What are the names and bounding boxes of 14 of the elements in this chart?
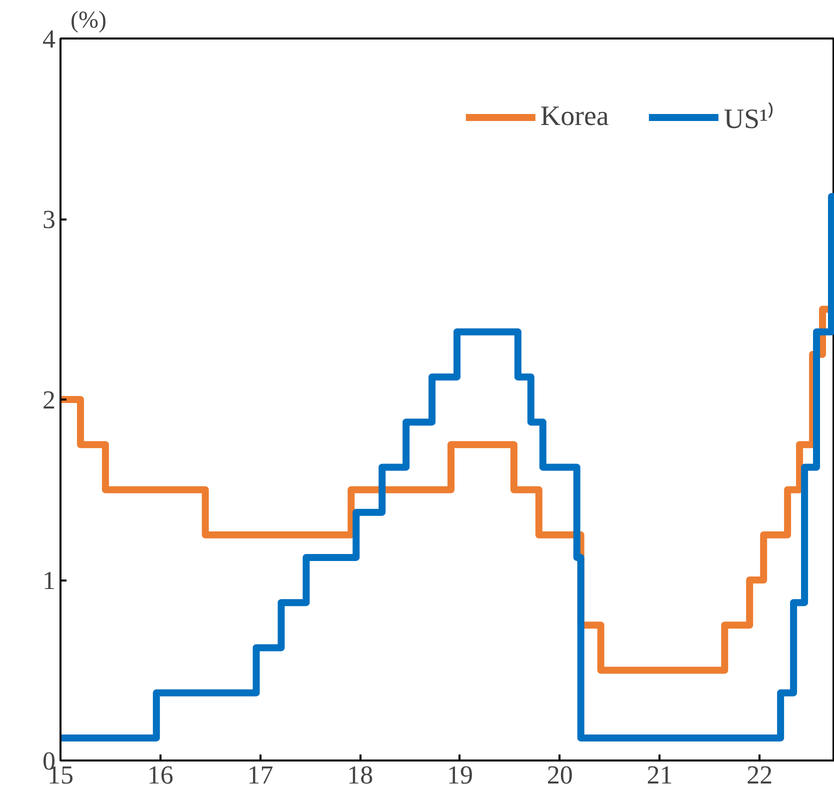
- x-tick-label: 16: [147, 760, 174, 790]
- x-tick-label: 20: [546, 760, 573, 790]
- x-tick-label: 18: [347, 760, 374, 790]
- y-tick-label: 1: [42, 566, 56, 595]
- y-tick-label: 3: [42, 205, 56, 234]
- legend-label: US¹⁾: [724, 102, 774, 136]
- x-tick-label: 21: [646, 760, 673, 790]
- y-tick-label: 4: [42, 24, 56, 54]
- x-tick-label: 19: [446, 760, 473, 790]
- y-axis-title: (%): [70, 8, 106, 34]
- legend-label: Korea: [540, 101, 609, 133]
- x-tick-label: 22: [746, 760, 773, 790]
- y-tick-label: 2: [42, 386, 56, 414]
- x-tick-label: 17: [247, 760, 274, 790]
